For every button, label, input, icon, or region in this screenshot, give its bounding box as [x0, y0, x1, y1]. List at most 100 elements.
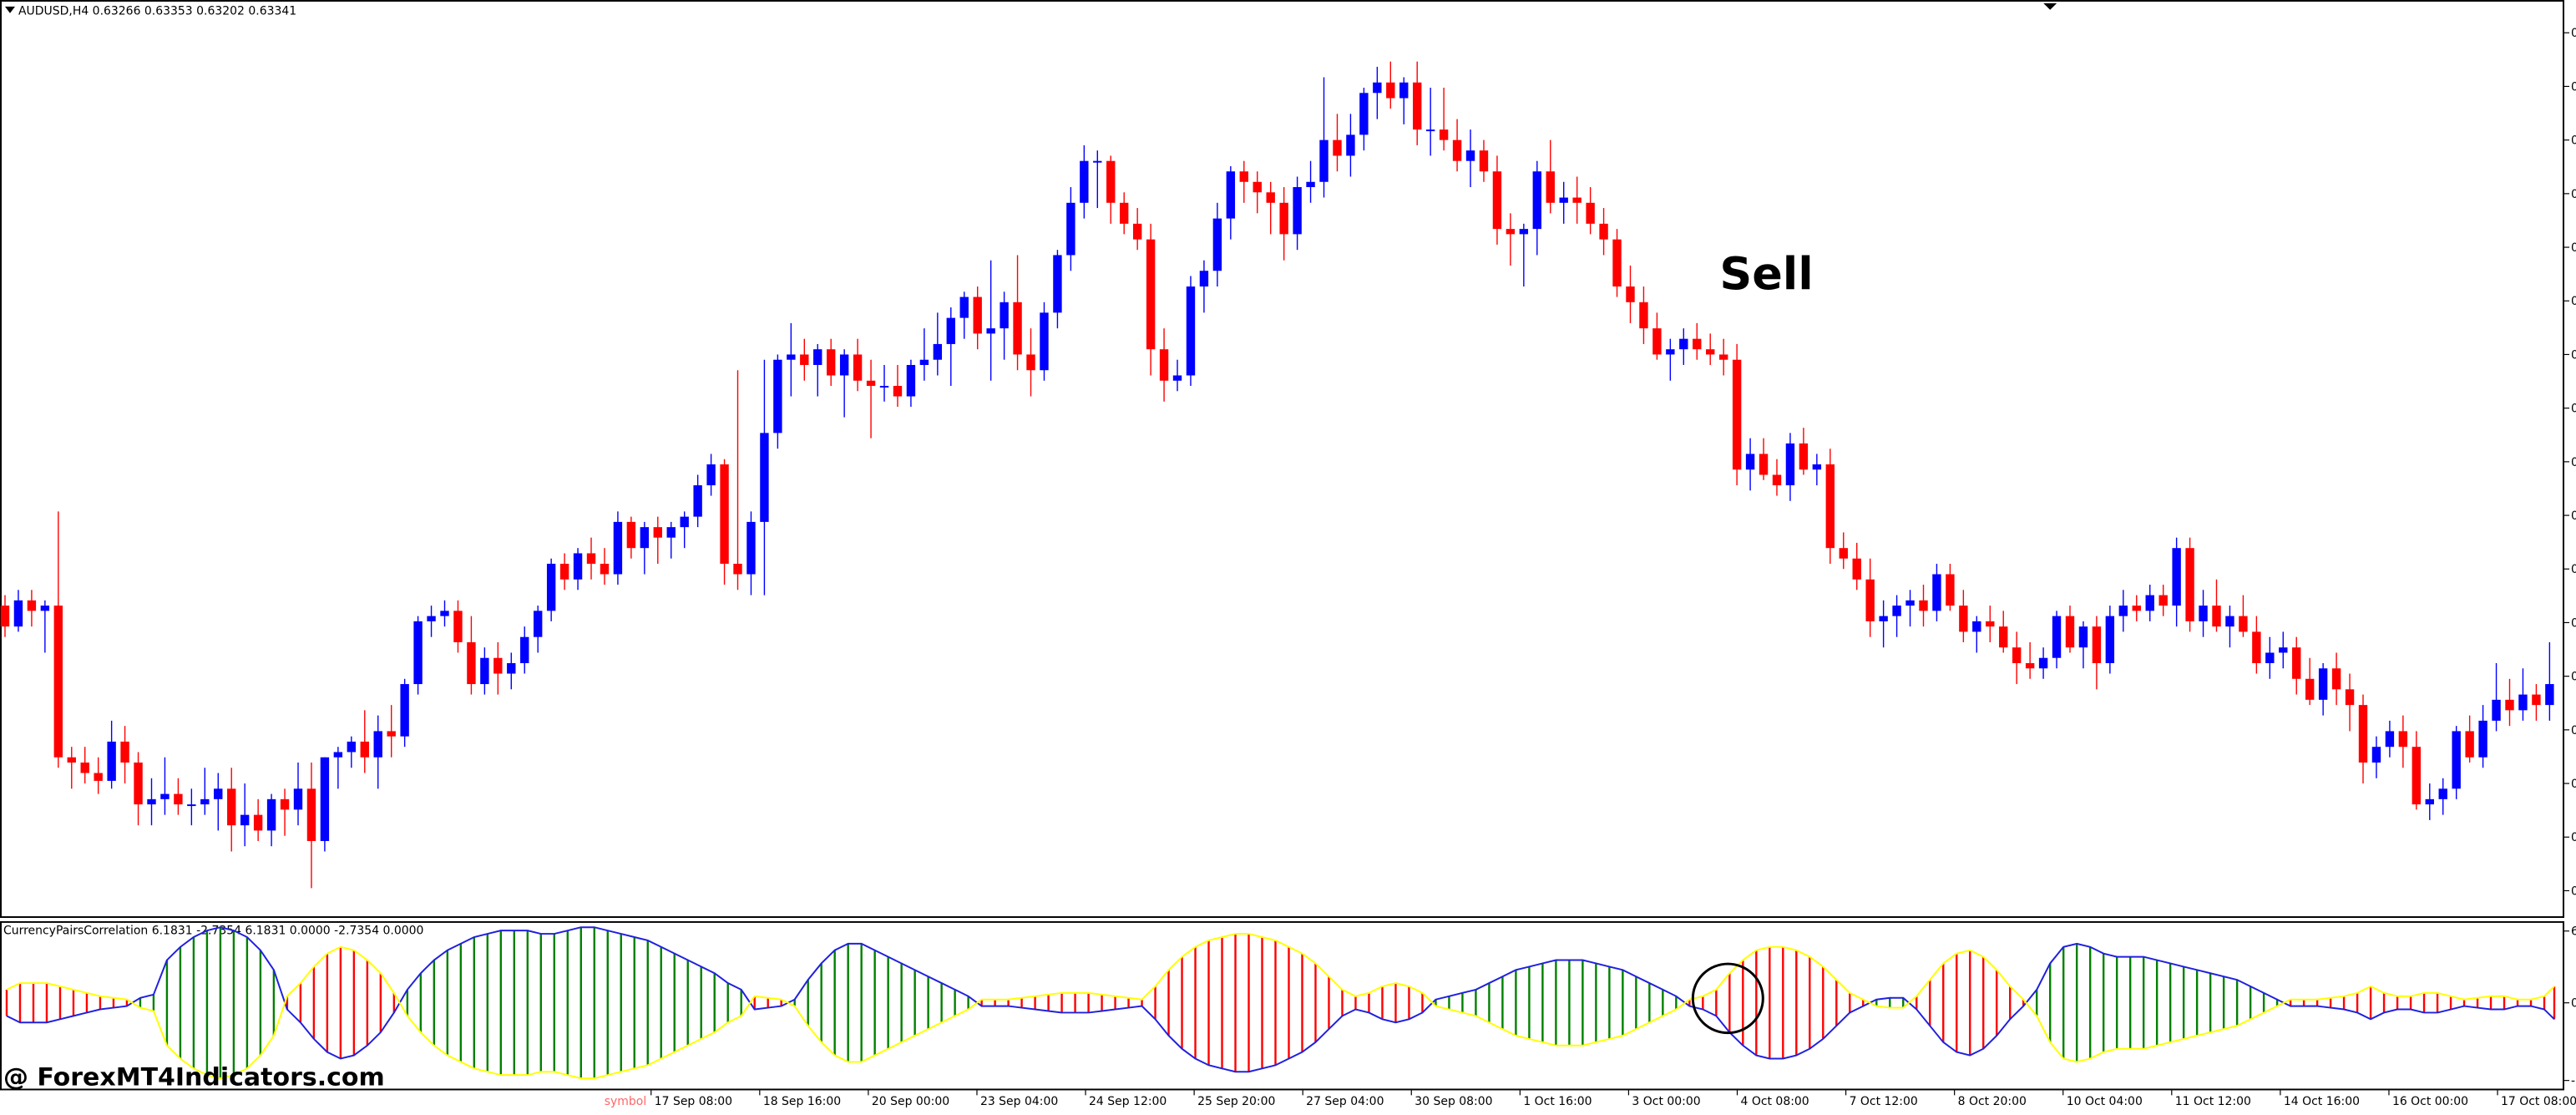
bull-candle-body: [2438, 788, 2447, 799]
bear-candle-body: [2358, 705, 2368, 763]
bear-candle-body: [1106, 160, 1116, 203]
bear-candle-body: [1799, 443, 1809, 470]
bear-candle-body: [53, 606, 63, 758]
price-tick-label: 0.68915: [2571, 188, 2576, 201]
yellow-correlation-line: [6, 933, 2555, 1080]
bull-candle-body: [147, 798, 156, 805]
bull-candle-body: [986, 328, 995, 334]
bear-candle-body: [1452, 139, 1462, 161]
time-tick-label: 14 Oct 16:00: [2284, 1095, 2360, 1108]
bear-candle-body: [1026, 354, 1035, 371]
bull-candle-body: [1373, 82, 1382, 94]
bull-candle-body: [1093, 160, 1102, 163]
bull-candle-body: [1905, 600, 1915, 606]
watermark: @ ForexMT4Indicators.com: [3, 1063, 385, 1092]
bull-candle-body: [2038, 657, 2048, 669]
bear-candle-body: [1852, 558, 1861, 580]
bear-candle-body: [800, 354, 809, 365]
indicator-tick-label: 0.00: [2571, 997, 2576, 1011]
bull-candle-body: [1080, 160, 1089, 203]
bear-candle-body: [1599, 223, 1608, 240]
bear-candle-body: [2212, 606, 2221, 627]
bear-candle-body: [1706, 349, 1715, 355]
bull-candle-body: [413, 621, 423, 685]
bear-candle-body: [493, 657, 503, 674]
bear-candle-body: [2025, 662, 2035, 669]
bear-candle-body: [2132, 606, 2141, 611]
time-tick-label: 4 Oct 08:00: [1741, 1095, 1809, 1108]
bear-candle-body: [67, 757, 76, 763]
bull-candle-body: [1532, 171, 1542, 230]
time-tick-label: 24 Sep 12:00: [1089, 1095, 1167, 1108]
price-pane-border: [0, 0, 2565, 919]
bull-candle-body: [1319, 139, 1328, 182]
bear-candle-body: [1159, 349, 1169, 381]
price-tick-label: 0.66865: [2571, 724, 2576, 737]
bear-candle-body: [2532, 694, 2541, 706]
bear-candle-body: [1146, 239, 1156, 350]
bull-candle-body: [573, 553, 583, 580]
bear-candle-body: [1013, 302, 1022, 355]
bull-candle-body: [1053, 255, 1062, 313]
bull-candle-body: [1519, 229, 1529, 235]
bull-candle-body: [1892, 606, 1901, 616]
bear-candle-body: [0, 606, 10, 627]
bull-candle-body: [1346, 134, 1355, 156]
bull-candle-body: [1000, 302, 1009, 329]
bull-candle-body: [746, 521, 756, 575]
bull-candle-body: [813, 349, 822, 365]
bear-candle-body: [1946, 574, 1955, 606]
bull-candle-body: [1306, 181, 1315, 188]
bear-candle-body: [1333, 139, 1342, 156]
bear-candle-body: [2012, 647, 2022, 663]
bull-candle-body: [507, 662, 516, 674]
bull-candle-body: [546, 563, 556, 611]
bear-candle-body: [1546, 171, 1555, 203]
bear-candle-body: [467, 641, 476, 685]
bear-candle-body: [1693, 338, 1702, 350]
bear-candle-body: [973, 296, 982, 334]
bull-candle-body: [1066, 202, 1075, 256]
bear-candle-body: [1586, 202, 1595, 224]
bull-candle-body: [187, 804, 196, 807]
bull-candle-body: [919, 359, 929, 365]
bear-candle-body: [653, 527, 662, 538]
bull-candle-body: [787, 354, 796, 360]
price-tick-label: 0.67275: [2571, 616, 2576, 630]
shift-marker-icon[interactable]: [2043, 3, 2057, 10]
bull-candle-body: [13, 600, 23, 627]
bear-candle-body: [1825, 464, 1835, 549]
bull-candle-body: [2425, 798, 2434, 805]
bull-candle-body: [480, 657, 489, 685]
bull-candle-body: [2371, 747, 2381, 763]
bear-candle-body: [1279, 202, 1288, 235]
bear-candle-body: [80, 763, 89, 773]
time-tick-label: 8 Oct 20:00: [1958, 1095, 2027, 1108]
price-tick-label: 0.68505: [2571, 295, 2576, 308]
bear-candle-body: [1386, 82, 1395, 99]
time-tick-label: 3 Oct 00:00: [1632, 1095, 1700, 1108]
bear-candle-body: [360, 741, 369, 758]
bear-candle-body: [2331, 668, 2341, 690]
triangle-down-icon[interactable]: [4, 6, 15, 13]
bull-candle-body: [773, 359, 782, 433]
bull-candle-body: [1785, 443, 1795, 486]
time-tick-label: 1 Oct 16:00: [1523, 1095, 1592, 1108]
bull-candle-body: [2078, 626, 2088, 648]
bull-candle-body: [2225, 616, 2234, 627]
bull-candle-body: [1972, 621, 1981, 632]
bull-candle-body: [693, 485, 702, 517]
bull-candle-body: [613, 521, 623, 575]
bear-candle-body: [453, 611, 463, 642]
time-tick-label: 17 Oct 08:00: [2501, 1095, 2576, 1108]
bear-candle-body: [2065, 616, 2075, 648]
bull-candle-body: [2279, 647, 2288, 653]
symbol-label: symbol: [605, 1095, 646, 1108]
bull-candle-body: [933, 343, 943, 360]
bull-candle-body: [520, 636, 529, 663]
candles-group: [0, 61, 2554, 889]
bear-candle-body: [27, 600, 37, 611]
